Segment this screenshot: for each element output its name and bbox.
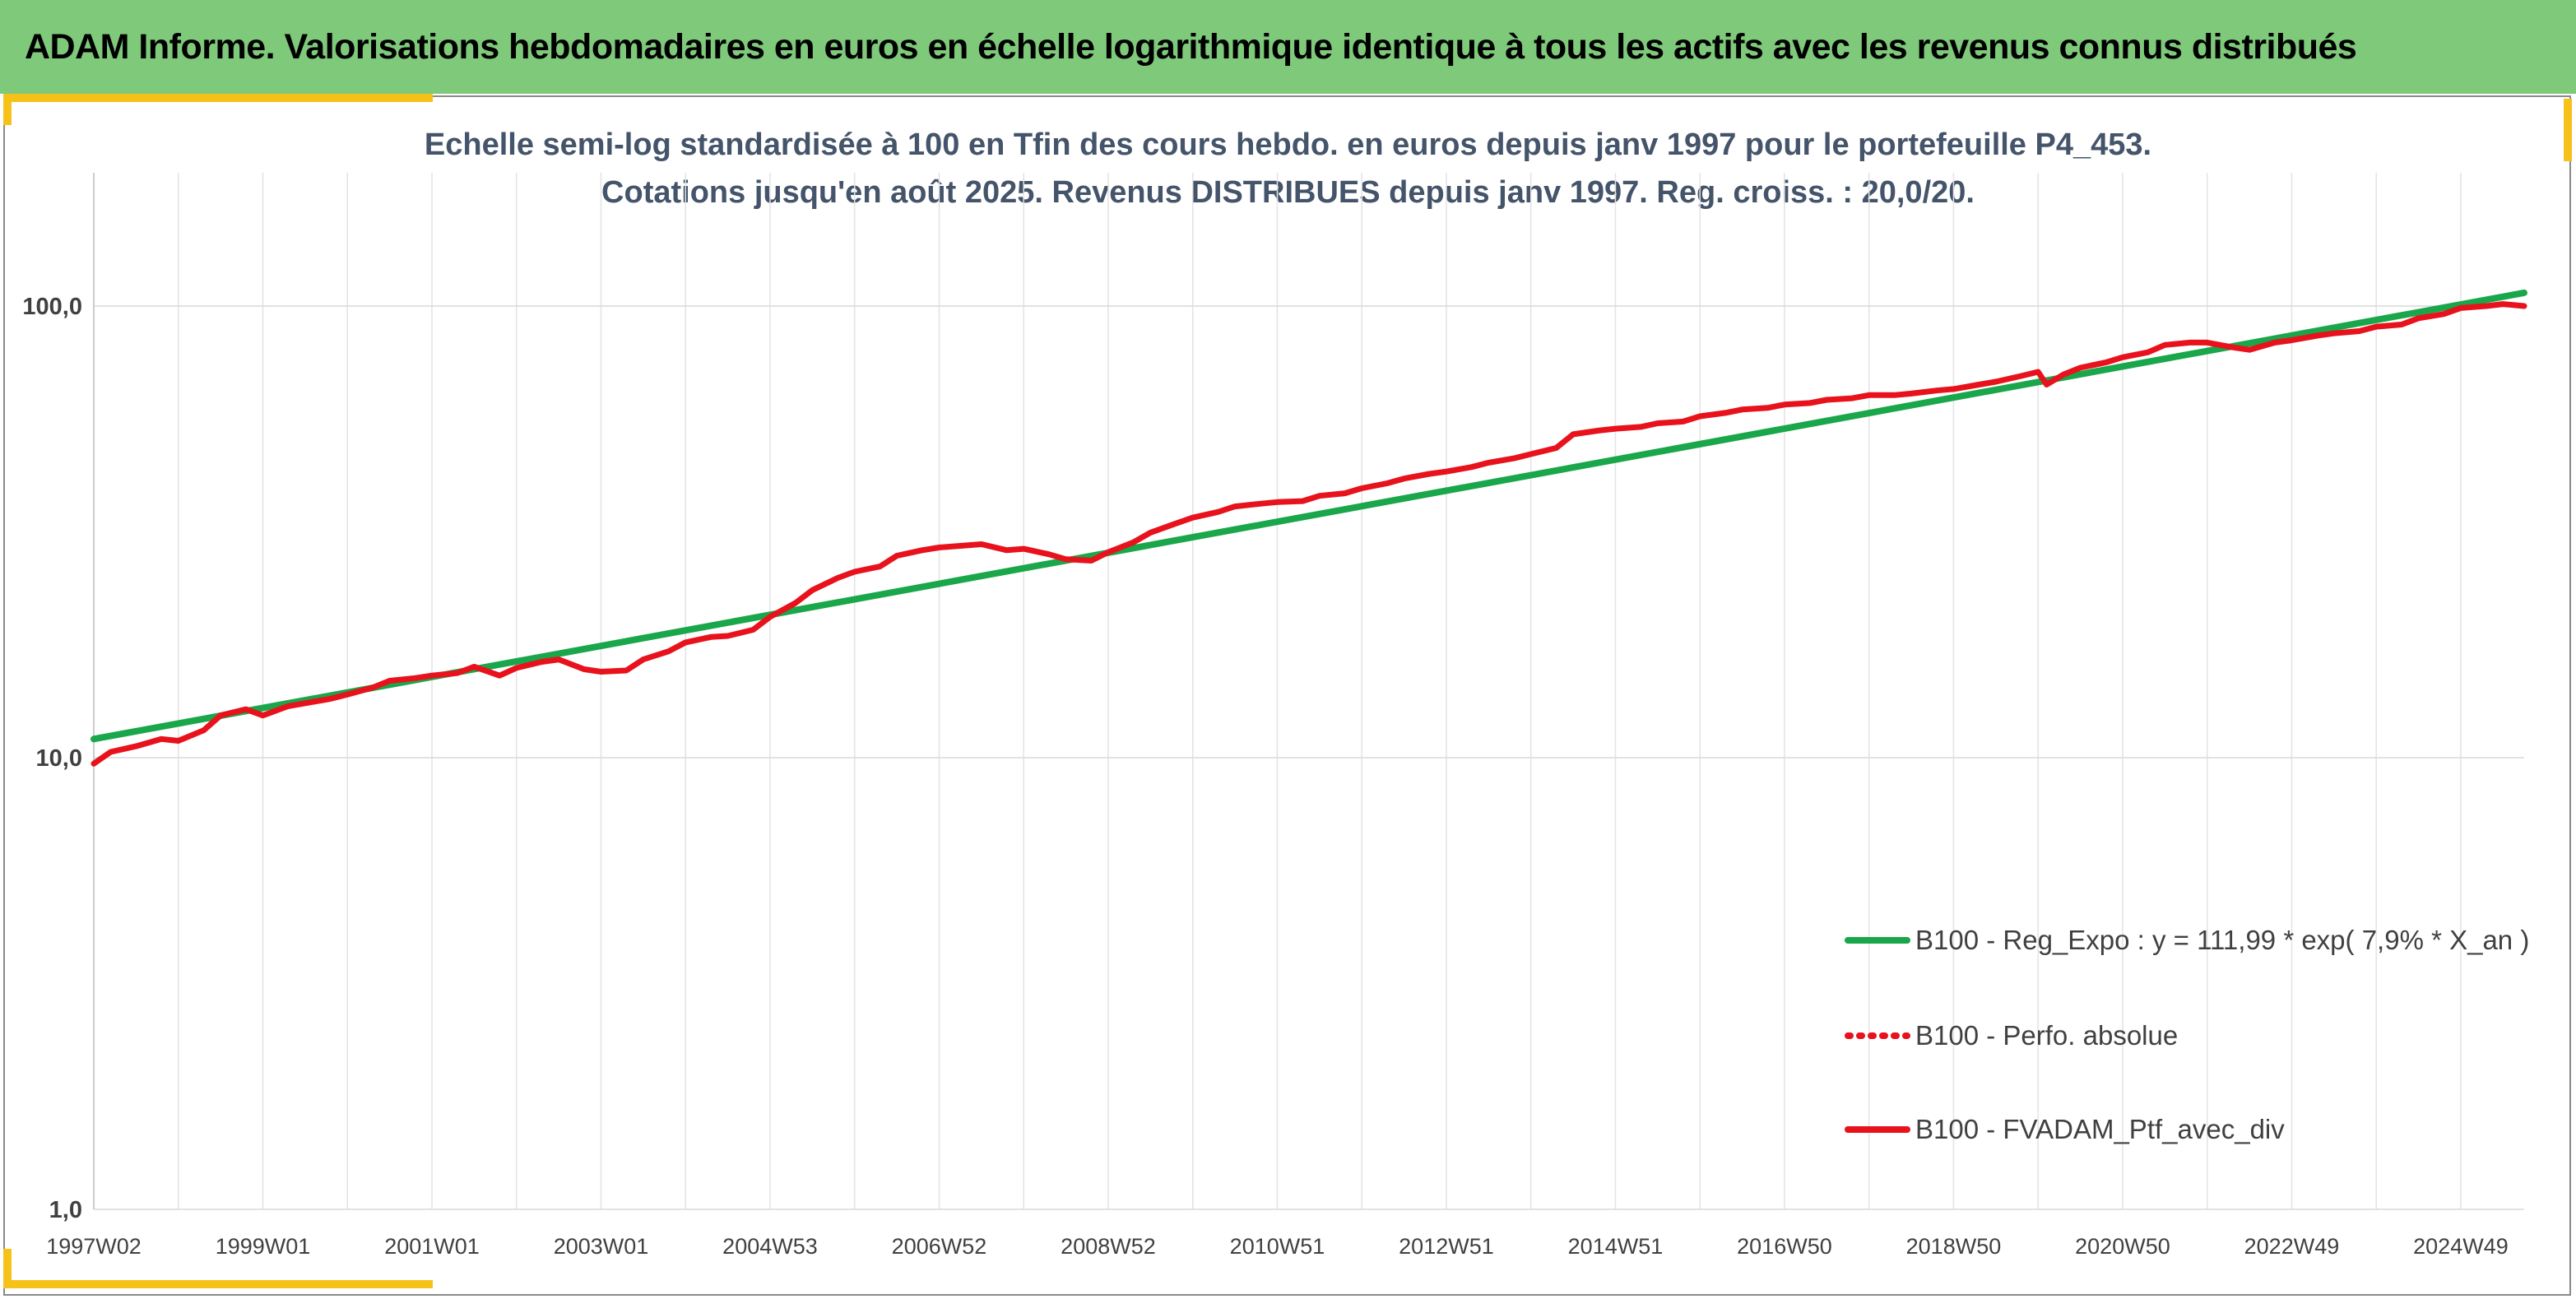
x-tick-label: 2012W51	[1399, 1234, 1494, 1259]
x-tick-label: 2014W51	[1568, 1234, 1664, 1259]
grid	[93, 173, 2524, 1210]
report-header: ADAM Informe. Valorisations hebdomadaire…	[0, 0, 2576, 94]
report-title: ADAM Informe. Valorisations hebdomadaire…	[25, 26, 2357, 67]
axes: 1,0 10,0 100,0 1997W02 1999W01 2001W01 2003W01…	[22, 173, 2509, 1259]
x-tick-label: 2016W50	[1737, 1234, 1832, 1259]
x-tick-label: 2004W53	[722, 1234, 818, 1259]
legend-label-3: B100 - FVADAM_Ptf_avec_div	[1915, 1114, 2285, 1144]
x-tick-label: 2022W49	[2244, 1234, 2340, 1259]
x-tick-label: 2008W52	[1061, 1234, 1156, 1259]
x-tick-label: 2006W52	[892, 1234, 987, 1259]
x-tick-label: 1997W02	[46, 1234, 142, 1259]
accent-bar-top	[3, 94, 433, 102]
x-tick-label: 2003W01	[554, 1234, 649, 1259]
series-line-1	[91, 289, 2527, 743]
accent-bar-left-bottom	[3, 1249, 12, 1287]
accent-bar-left-top	[3, 94, 12, 125]
accent-bar-bottom	[3, 1280, 433, 1288]
chart-subtitle: Cotations jusqu'en août 2025. Revenus DI…	[601, 175, 1975, 210]
x-tick-label: 2010W51	[1230, 1234, 1325, 1259]
accent-bar-right	[2564, 99, 2572, 161]
legend: B100 - Reg_Expo : y = 111,99 * exp( 7,9%…	[1845, 925, 2529, 1144]
series-lines	[91, 289, 2527, 767]
x-tick-label: 2001W01	[384, 1234, 480, 1259]
x-tick-label: 2018W50	[1906, 1234, 2002, 1259]
x-tick-label: 2020W50	[2075, 1234, 2170, 1259]
legend-label-1: B100 - Reg_Expo : y = 111,99 * exp( 7,9%…	[1915, 925, 2529, 955]
y-tick-label: 10,0	[36, 745, 82, 772]
y-tick-label: 1,0	[49, 1197, 82, 1223]
chart-frame	[3, 95, 2571, 1296]
y-tick-label: 100,0	[22, 294, 82, 320]
legend-label-2: B100 - Perfo. absolue	[1915, 1020, 2178, 1051]
x-tick-label: 2024W49	[2413, 1234, 2509, 1259]
series-line-3	[91, 301, 2527, 767]
x-tick-label: 1999W01	[216, 1234, 311, 1259]
chart-title: Echelle semi-log standardisée à 100 en T…	[424, 128, 2152, 162]
